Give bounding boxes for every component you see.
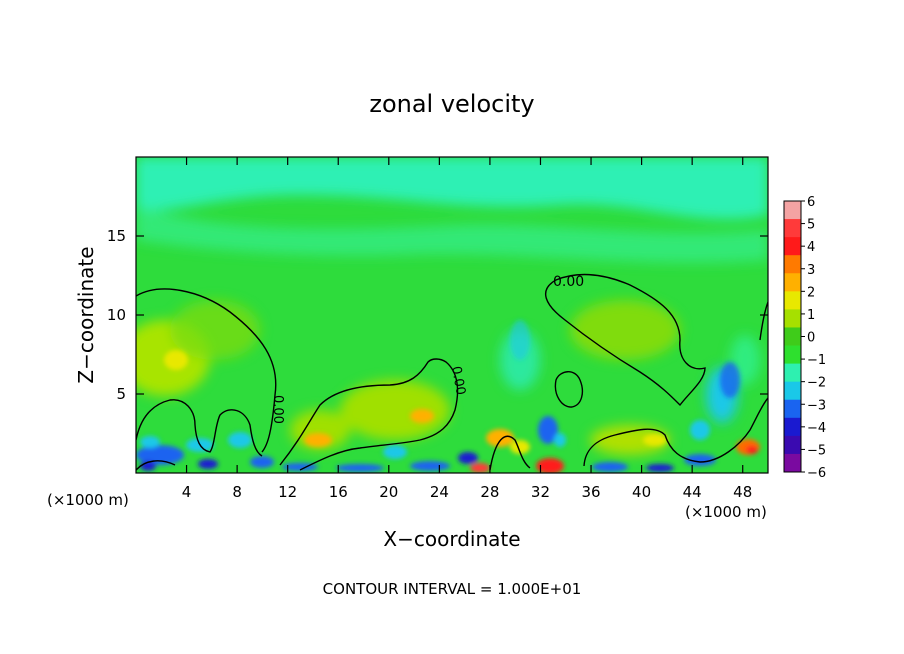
colorbar-swatch	[784, 435, 801, 455]
x-axis-ticks: 4 8 12 16 20 24 28 32 36 40 44 48	[182, 157, 752, 501]
x-unit-left: (×1000 m)	[47, 491, 129, 509]
plot-area: 0.00 0.00 0.00 4 8 12 16 20 24 28 32 36 40 44 48 51…	[107, 156, 769, 501]
contour-zero-left-lower	[136, 399, 263, 457]
x-tick-label: 48	[733, 483, 752, 501]
contour-zero-right-edge	[759, 301, 768, 341]
x-tick-label: 44	[683, 483, 702, 501]
heatmap-field: 0.00 0.00 0.00	[136, 157, 768, 473]
colorbar-swatch	[784, 255, 801, 274]
contour-zero-middle	[279, 358, 459, 471]
colorbar-swatch	[784, 399, 801, 419]
colorbar-tick-label: 6	[807, 195, 815, 210]
colorbar-swatch	[784, 219, 801, 238]
colorbar: 6 5 4 3 2 1 0 −1 −2 −3 −4 −5 −6	[783, 195, 826, 481]
region-lower-warm-right	[590, 425, 670, 455]
x-tick-label: 20	[379, 483, 398, 501]
contour-lines	[136, 273, 768, 471]
colorbar-tick-label: 1	[807, 308, 815, 323]
colorbar-tick-label: 0	[807, 331, 815, 346]
colorbar-swatch	[784, 327, 801, 347]
contour-zero-right-lower	[583, 397, 768, 467]
contour-labels: 0.00 0.00 0.00	[270, 274, 584, 424]
y-axis-ticks: 5 10 15	[107, 227, 768, 403]
colorbar-swatch	[784, 237, 801, 256]
colorbar-tick-label: −6	[807, 466, 826, 481]
y-tick-label: 15	[107, 227, 126, 245]
region-left-warm-2	[170, 300, 260, 360]
colorbar-swatch	[784, 363, 801, 383]
x-unit-right: (×1000 m)	[685, 503, 767, 521]
x-tick-label: 28	[480, 483, 499, 501]
colorbar-tick-label: 3	[807, 263, 815, 278]
colorbar-tick-label: −4	[807, 421, 826, 436]
region-mid-warm	[340, 380, 450, 440]
colorbar-swatch	[784, 453, 801, 473]
colorbar-swatch	[784, 291, 801, 310]
x-tick-label: 4	[182, 483, 192, 501]
x-tick-label: 24	[430, 483, 449, 501]
contour-zero-bottom-mid	[489, 435, 531, 471]
region-upper-cyan	[136, 157, 768, 220]
contour-zero-center-blob	[554, 371, 584, 408]
x-tick-label: 32	[531, 483, 550, 501]
x-tick-label: 40	[632, 483, 651, 501]
colorbar-swatch	[784, 381, 801, 401]
colorbar-tick-label: 2	[807, 285, 815, 300]
x-tick-label: 16	[329, 483, 348, 501]
region-upper-mid	[136, 205, 768, 263]
colorbar-tick-label: 4	[807, 240, 815, 255]
x-tick-label: 12	[278, 483, 297, 501]
x-tick-label: 8	[232, 483, 242, 501]
contour-zero-left-dome	[136, 288, 277, 453]
contour-label-upper-right: 0.00	[553, 274, 584, 290]
x-axis-label: X−coordinate	[383, 527, 520, 551]
colorbar-swatch	[784, 273, 801, 292]
field-sharp-features	[136, 320, 760, 473]
colorbar-tick-label: −1	[807, 353, 826, 368]
colorbar-tick-label: −5	[807, 443, 826, 458]
contour-label-left: 0.00	[270, 395, 285, 424]
colorbar-swatch	[784, 345, 801, 365]
y-tick-label: 5	[116, 385, 126, 403]
chart-title: zonal velocity	[369, 90, 534, 118]
y-tick-label: 10	[107, 306, 126, 324]
contour-zero-bottom-left	[136, 460, 176, 471]
colorbar-tick-label: −3	[807, 398, 826, 413]
colorbar-swatch	[784, 309, 801, 328]
x-tick-label: 36	[581, 483, 600, 501]
region-upper-right-warm	[570, 300, 680, 360]
contour-label-middle: 0.00	[448, 365, 468, 396]
colorbar-tick-label: −2	[807, 376, 826, 391]
colorbar-swatch	[784, 201, 801, 220]
y-axis-label: Z−coordinate	[74, 246, 98, 383]
contour-interval-footer: CONTOUR INTERVAL = 1.000E+01	[323, 580, 582, 598]
contour-zero-upper-right	[544, 273, 706, 407]
colorbar-tick-label: 5	[807, 218, 815, 233]
colorbar-swatch	[784, 417, 801, 437]
